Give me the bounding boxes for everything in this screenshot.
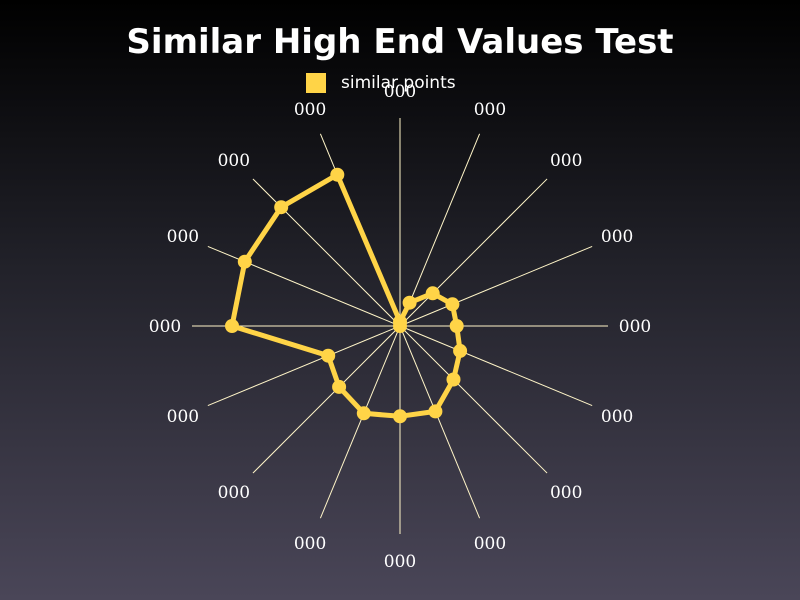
chart-title: Similar High End Values Test — [126, 22, 674, 62]
legend-label: similar points — [341, 73, 456, 93]
data-point[interactable] — [445, 297, 460, 312]
axis-spoke — [399, 178, 548, 327]
data-point[interactable] — [237, 254, 252, 269]
legend-swatch — [306, 73, 326, 93]
axis-tick-label: 000 — [167, 407, 199, 427]
axis-tick-label: 000 — [474, 100, 506, 120]
axis-spoke — [399, 325, 481, 519]
axis-tick-label: 000 — [619, 317, 651, 337]
data-point[interactable] — [274, 200, 289, 215]
data-point[interactable] — [225, 319, 239, 333]
data-point[interactable] — [428, 404, 443, 419]
axis-tick-label: 000 — [474, 534, 506, 554]
axis-tick-label: 000 — [601, 227, 633, 247]
axis-tick-label: 000 — [384, 82, 416, 102]
axis-tick-label: 000 — [167, 227, 199, 247]
data-point[interactable] — [321, 348, 336, 363]
axis-spoke — [399, 325, 548, 474]
axis-tick-label: 000 — [550, 483, 582, 503]
axis-tick-label: 000 — [218, 151, 250, 171]
axis-tick-label: 000 — [294, 534, 326, 554]
axis-spoke — [252, 325, 401, 474]
data-point[interactable] — [402, 295, 417, 310]
data-point[interactable] — [332, 379, 347, 394]
data-point[interactable] — [393, 409, 407, 424]
axis-tick-label: 000 — [384, 552, 416, 572]
data-point[interactable] — [425, 286, 440, 301]
axis-spoke — [399, 133, 481, 327]
axis-tick-label: 000 — [149, 317, 181, 337]
legend: similar points — [306, 73, 456, 93]
axis-tick-label: 000 — [550, 151, 582, 171]
axis-tick-label: 000 — [294, 100, 326, 120]
axis-spoke — [319, 325, 401, 519]
axis-spoke — [399, 325, 593, 407]
data-point[interactable] — [356, 406, 371, 421]
data-point[interactable] — [393, 314, 407, 329]
data-point[interactable] — [453, 343, 468, 358]
data-point[interactable] — [449, 319, 464, 333]
axis-tick-label: 000 — [218, 483, 250, 503]
axis-spoke — [207, 325, 401, 407]
axis-spoke — [399, 245, 593, 327]
axis-tick-label: 000 — [601, 407, 633, 427]
data-point[interactable] — [330, 167, 345, 182]
axis-spoke — [252, 178, 401, 327]
data-point[interactable] — [446, 372, 461, 387]
